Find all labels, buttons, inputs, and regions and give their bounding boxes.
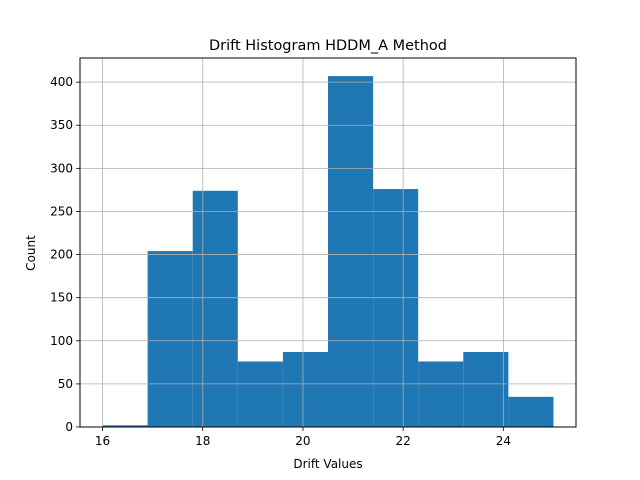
histogram-bar — [147, 251, 193, 427]
histogram-bar — [508, 396, 554, 427]
y-axis-ticks: 0 50 100 150 200 250 300 350 400 — [50, 75, 80, 434]
x-tick-label: 18 — [195, 434, 210, 448]
y-tick-label: 400 — [50, 75, 73, 89]
y-tick-label: 50 — [58, 377, 73, 391]
histogram-bars — [102, 76, 554, 428]
histogram-bar — [373, 189, 419, 427]
x-tick-label: 20 — [295, 434, 310, 448]
x-axis-label: Drift Values — [293, 457, 362, 471]
histogram-bar — [328, 76, 374, 428]
histogram-bar — [192, 190, 238, 427]
y-tick-label: 150 — [50, 291, 73, 305]
x-tick-label: 16 — [95, 434, 110, 448]
x-tick-label: 24 — [496, 434, 511, 448]
y-tick-label: 100 — [50, 334, 73, 348]
y-axis-label: Count — [24, 235, 38, 271]
histogram-bar — [237, 361, 283, 427]
y-tick-label: 350 — [50, 118, 73, 132]
x-tick-label: 22 — [396, 434, 411, 448]
y-tick-label: 250 — [50, 204, 73, 218]
plot-frame — [79, 57, 577, 428]
x-axis-ticks: 16 18 20 22 24 — [95, 427, 511, 448]
y-tick-label: 0 — [65, 420, 73, 434]
y-tick-label: 200 — [50, 248, 73, 262]
histogram-bar — [282, 351, 328, 427]
histogram-bar — [463, 351, 509, 427]
chart-title: Drift Histogram HDDM_A Method — [209, 38, 447, 54]
histogram-bar — [418, 361, 464, 427]
y-tick-label: 300 — [50, 161, 73, 175]
histogram-bar — [102, 425, 148, 427]
